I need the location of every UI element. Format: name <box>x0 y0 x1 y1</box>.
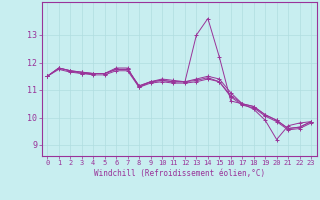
X-axis label: Windchill (Refroidissement éolien,°C): Windchill (Refroidissement éolien,°C) <box>94 169 265 178</box>
